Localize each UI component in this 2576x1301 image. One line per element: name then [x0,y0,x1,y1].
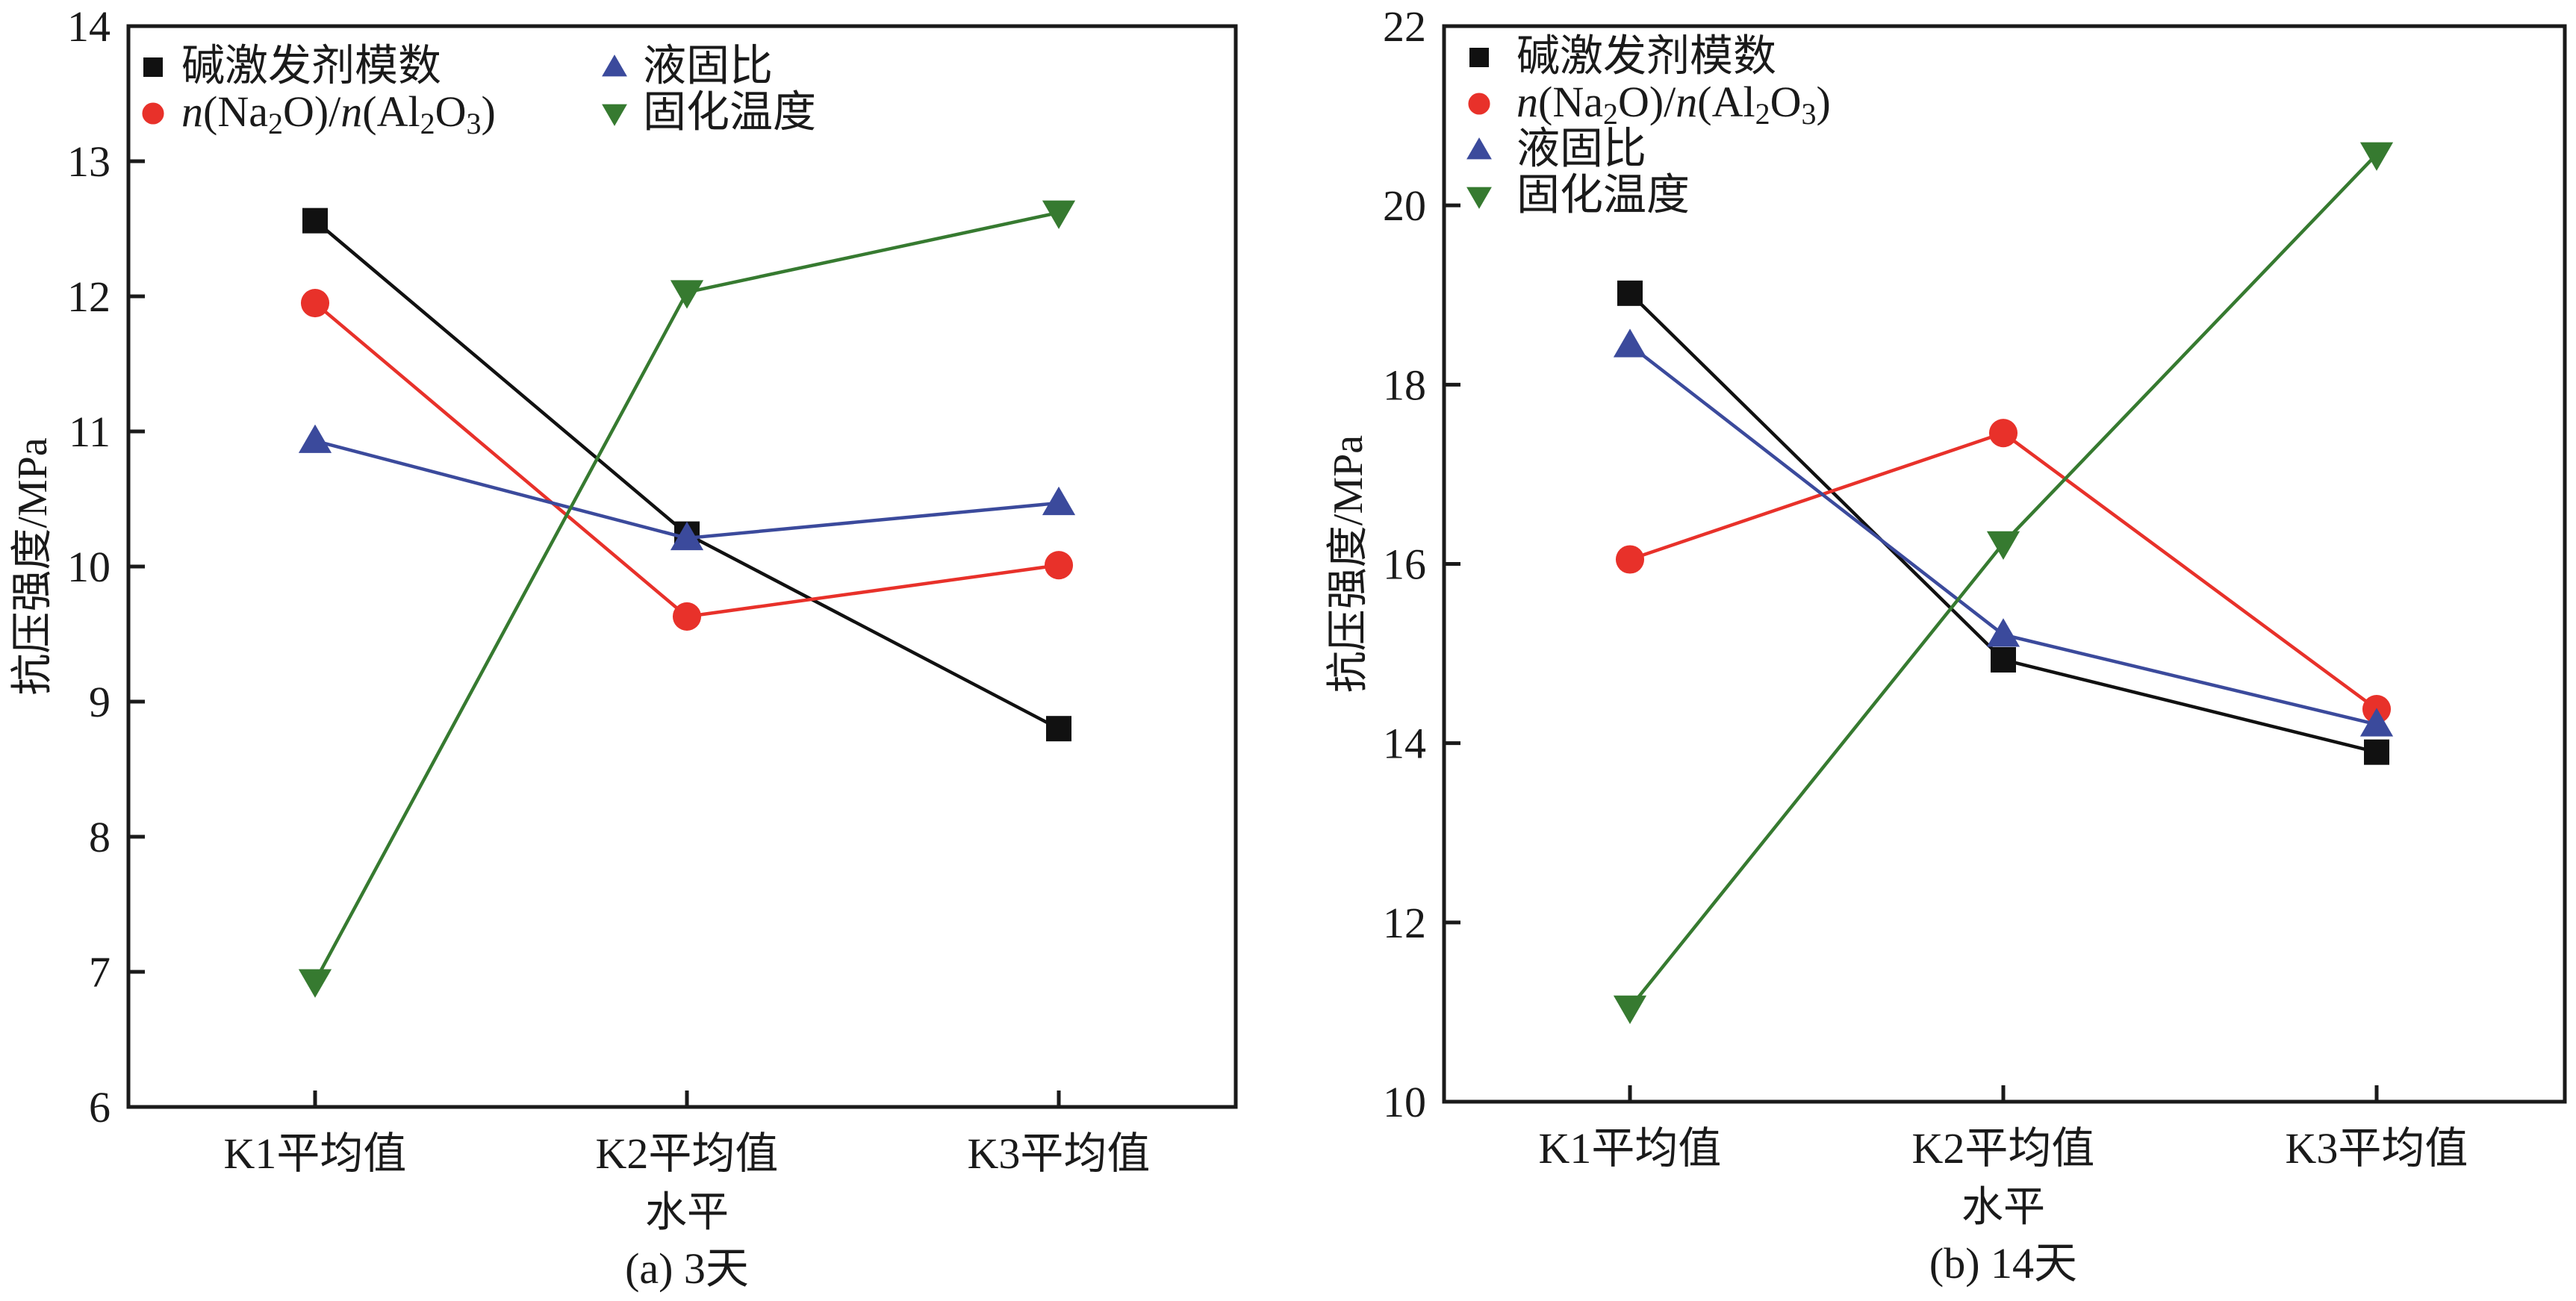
y-tick-label: 12 [1383,899,1426,947]
series-line [314,210,1060,982]
data-point-marker [1991,646,2016,673]
data-point-marker [1613,995,1647,1025]
y-tick-label: 9 [89,678,111,726]
legend-marker-icon [1468,93,1490,115]
y-axis-title: 抗压强度/MPa [10,437,56,695]
series-2 [298,424,1076,551]
x-tick-label: K1平均值 [1539,1124,1722,1173]
data-point-marker [2359,142,2394,171]
y-tick-label: 11 [69,408,111,456]
legend-marker-icon [1466,187,1492,209]
y-tick-label: 10 [1383,1078,1426,1126]
data-point-marker [670,521,704,551]
series-3 [1613,142,2394,1025]
data-point-marker [1986,531,2020,560]
panel-caption: (b) 14天 [1929,1239,2077,1288]
y-tick-label: 22 [1383,2,1426,51]
data-point-marker [1613,328,1647,358]
y-tick-label: 10 [67,543,111,591]
x-tick-label: K2平均值 [1912,1124,2095,1173]
legend-marker-icon [142,102,164,125]
legend-marker-icon [1469,48,1489,67]
x-tick-label: K2平均值 [596,1129,779,1178]
x-tick-label: K3平均值 [2286,1124,2468,1173]
y-tick-label: 20 [1383,181,1426,230]
legend-item: 液固比 [602,41,773,90]
legend-item: n(Na2O)/n(Al2O3) [1468,78,1831,131]
legend-label: 液固比 [643,41,773,90]
legend-marker-icon [1466,137,1492,160]
legend-marker-icon [602,104,627,126]
series-line [1628,153,2378,1009]
data-point-marker [1042,486,1076,516]
legend-label: n(Na2O)/n(Al2O3) [1516,78,1831,131]
data-point-marker [2364,739,2389,765]
data-point-marker [300,289,330,318]
y-tick-label: 12 [67,272,111,321]
panel-caption: (a) 3天 [625,1244,749,1293]
legend-label: 碱激发剂模数 [181,41,441,90]
legend-label: 碱激发剂模数 [1516,31,1776,80]
x-axis-title: 水平 [1961,1185,2045,1231]
legend-item: 液固比 [1466,124,1646,172]
series-line [314,302,1060,619]
series-1 [300,289,1074,631]
data-point-marker [1044,551,1074,580]
y-tick-label: 18 [1383,361,1426,409]
legend-item: n(Na2O)/n(Al2O3) [142,87,496,140]
legend-label: n(Na2O)/n(Al2O3) [181,87,496,140]
legend-label: 固化温度 [643,87,816,136]
data-point-marker [1042,200,1076,229]
data-point-marker [1988,419,2018,448]
legend-label: 液固比 [1516,124,1646,172]
legend-item: 碱激发剂模数 [143,41,441,90]
legend-label: 固化温度 [1516,170,1690,219]
series-3 [298,200,1076,998]
data-point-marker [298,969,332,998]
y-tick-label: 8 [89,813,111,861]
series-1 [1615,419,2392,724]
data-point-marker [1986,618,2020,647]
data-point-marker [1615,545,1645,574]
legend-item: 固化温度 [1466,170,1690,219]
y-tick-label: 7 [89,948,111,996]
legend-marker-icon [143,57,163,77]
data-point-marker [1617,280,1643,306]
legend-item: 固化温度 [602,87,816,136]
data-point-marker [1046,716,1071,742]
x-tick-label: K1平均值 [224,1129,407,1178]
y-axis-title: 抗压强度/MPa [1325,435,1372,693]
data-point-marker [2359,708,2394,737]
x-tick-label: K3平均值 [968,1129,1151,1178]
y-tick-label: 14 [1383,720,1426,768]
y-tick-label: 6 [89,1083,111,1132]
y-tick-label: 16 [1383,540,1426,589]
data-point-marker [672,602,702,631]
x-axis-title: 水平 [645,1190,729,1236]
y-tick-label: 13 [67,137,111,186]
data-point-marker [670,280,704,309]
legend-marker-icon [602,54,627,77]
data-point-marker [298,424,332,453]
legend-item: 碱激发剂模数 [1469,31,1776,80]
series-0 [1617,280,2389,765]
series-2 [1613,328,2394,737]
data-point-marker [302,208,328,234]
y-tick-label: 14 [67,2,111,51]
